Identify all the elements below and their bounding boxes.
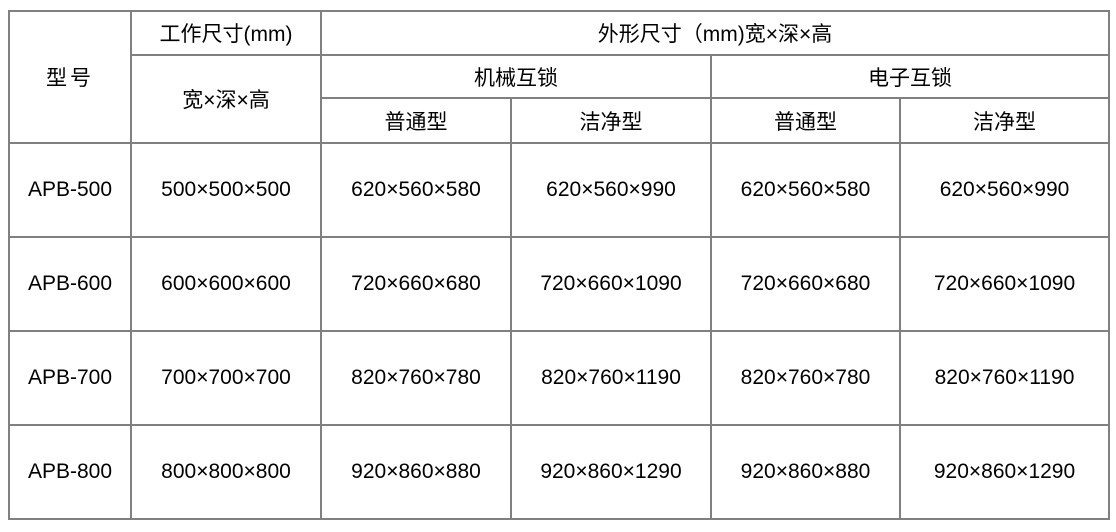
spec-row: APB-700 700×700×700 820×760×780 820×760×… xyxy=(8,330,1111,426)
header-mech-clean-type: 洁净型 xyxy=(510,97,712,144)
spec-row: APB-600 600×600×600 720×660×680 720×660×… xyxy=(8,236,1111,332)
header-elec-normal-type: 普通型 xyxy=(710,97,901,144)
header-work-size: 工作尺寸(mm) xyxy=(130,10,322,56)
product-spec-table: 型号 工作尺寸(mm) 外形尺寸（mm)宽×深×高 宽×深×高 机械互锁 电子互… xyxy=(8,10,1111,520)
model-cell: APB-500 xyxy=(8,142,132,238)
spec-row: APB-800 800×800×800 920×860×880 920×860×… xyxy=(8,424,1111,520)
header-row-1: 型号 工作尺寸(mm) 外形尺寸（mm)宽×深×高 xyxy=(8,10,1111,144)
header-mech-normal-type: 普通型 xyxy=(320,97,512,144)
elec-normal-cell: 720×660×680 xyxy=(710,236,901,332)
header-work-size-sub: 宽×深×高 xyxy=(130,54,322,144)
elec-clean-cell: 920×860×1290 xyxy=(898,424,1111,520)
spec-table-container: 型号 工作尺寸(mm) 外形尺寸（mm)宽×深×高 宽×深×高 机械互锁 电子互… xyxy=(8,10,1111,520)
model-cell: APB-600 xyxy=(8,236,132,332)
elec-normal-cell: 820×760×780 xyxy=(710,330,901,426)
work-size-cell: 500×500×500 xyxy=(130,142,322,238)
mech-clean-cell: 720×660×1090 xyxy=(510,236,712,332)
header-outer-size: 外形尺寸（mm)宽×深×高 xyxy=(319,10,1111,56)
elec-normal-cell: 620×560×580 xyxy=(710,142,901,238)
work-size-cell: 800×800×800 xyxy=(130,424,322,520)
mech-normal-cell: 620×560×580 xyxy=(320,142,512,238)
spec-row: APB-500 500×500×500 620×560×580 620×560×… xyxy=(8,142,1111,238)
header-elec-clean-type: 洁净型 xyxy=(898,97,1111,144)
mech-normal-cell: 820×760×780 xyxy=(320,330,512,426)
model-cell: APB-700 xyxy=(8,330,132,426)
elec-normal-cell: 920×860×880 xyxy=(710,424,901,520)
header-row-2: 宽×深×高 机械互锁 电子互锁 xyxy=(9,54,1111,144)
header-mechanical-interlock: 机械互锁 xyxy=(320,54,712,99)
elec-clean-cell: 720×660×1090 xyxy=(898,236,1111,332)
header-electronic-interlock: 电子互锁 xyxy=(709,54,1111,99)
work-size-cell: 600×600×600 xyxy=(130,236,322,332)
mech-clean-cell: 820×760×1190 xyxy=(510,330,712,426)
elec-clean-cell: 620×560×990 xyxy=(898,142,1111,238)
model-cell: APB-800 xyxy=(8,424,132,520)
work-size-cell: 700×700×700 xyxy=(130,330,322,426)
mech-clean-cell: 620×560×990 xyxy=(510,142,712,238)
mech-clean-cell: 920×860×1290 xyxy=(510,424,712,520)
mech-normal-cell: 720×660×680 xyxy=(320,236,512,332)
header-model: 型号 xyxy=(8,10,132,144)
elec-clean-cell: 820×760×1190 xyxy=(898,330,1111,426)
header-row-3: 普通型 洁净型 普通型 洁净型 xyxy=(9,97,1111,144)
mech-normal-cell: 920×860×880 xyxy=(320,424,512,520)
